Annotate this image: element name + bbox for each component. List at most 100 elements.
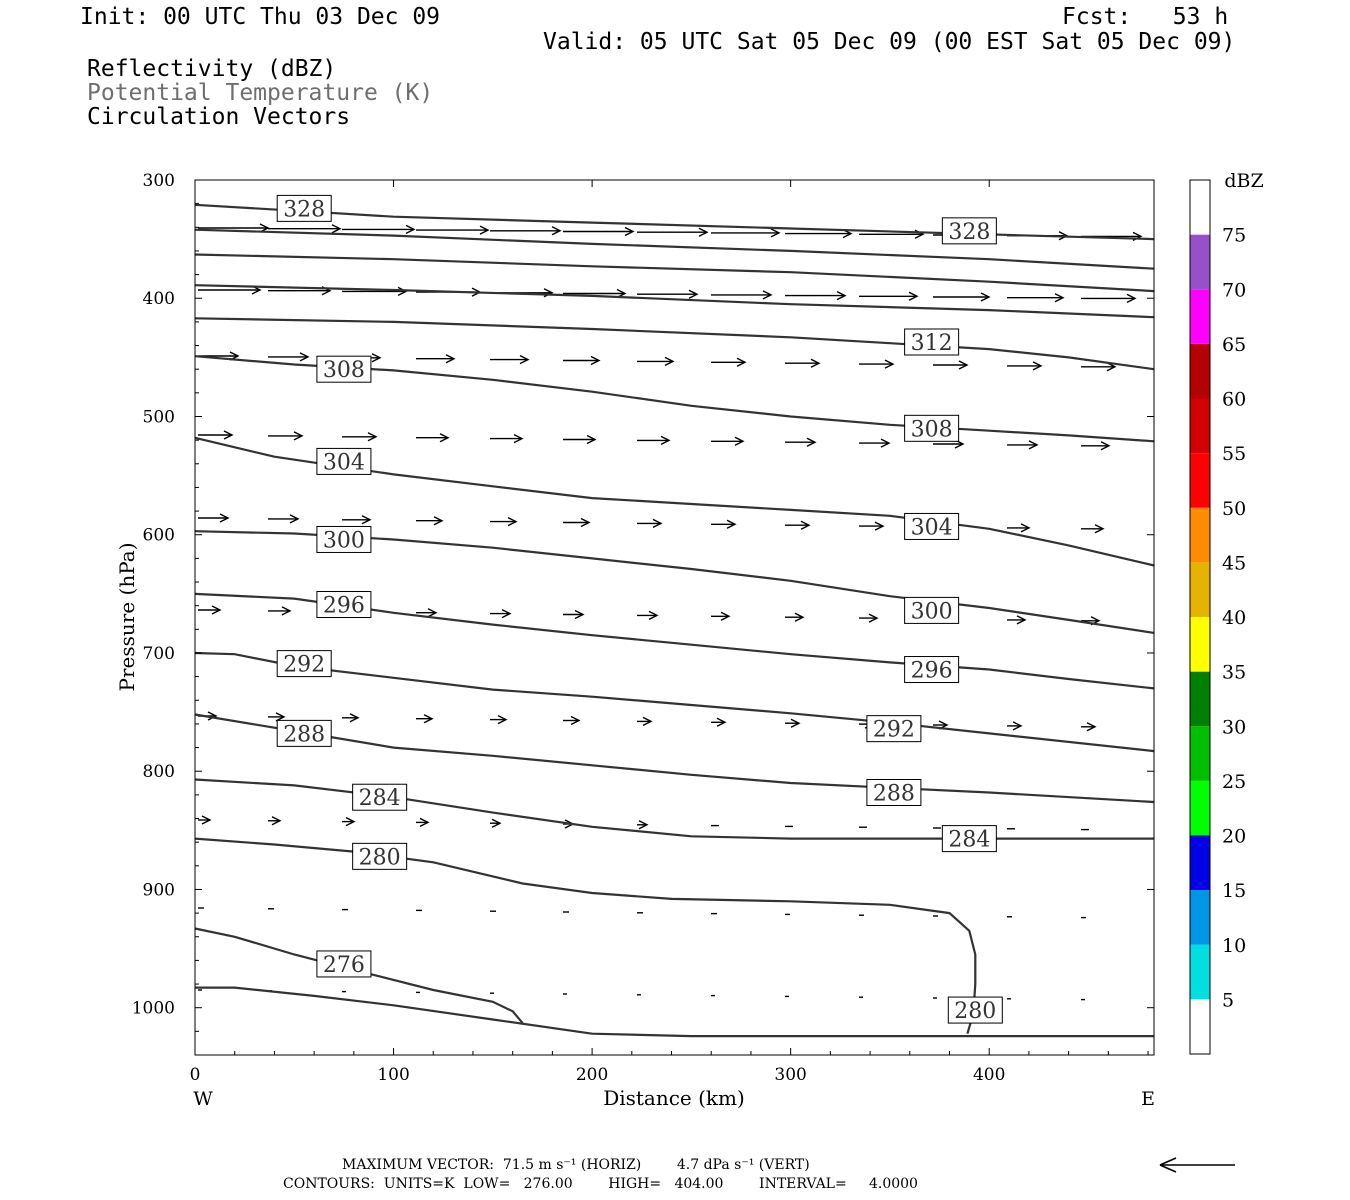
contour-label-box	[904, 328, 960, 356]
contour-label: 296	[323, 593, 365, 618]
circulation-vector-arrow	[490, 433, 524, 444]
vector-head	[361, 515, 372, 525]
vector-head	[207, 711, 218, 721]
vector-head	[868, 613, 879, 623]
colorbar-swatch	[1190, 343, 1210, 399]
circulation-vector-arrow	[563, 517, 591, 528]
circulation-vector-arrow	[563, 226, 635, 237]
contour-label: 300	[911, 599, 953, 624]
contour-label: 328	[283, 197, 325, 222]
y-axis-label: Pressure (hPa)	[115, 543, 139, 692]
contour-label: 276	[323, 953, 365, 978]
contour-label: 300	[323, 528, 365, 553]
colorbar-tick-label: 35	[1222, 662, 1246, 684]
contour-label-box	[904, 596, 960, 624]
circulation-vector-arrow	[490, 226, 562, 236]
circulation-vector-arrow	[637, 356, 675, 367]
vector-head	[405, 224, 416, 235]
circulation-vector-arrow	[490, 714, 508, 725]
circulation-vector-arrow	[1007, 440, 1039, 450]
circulation-vector-arrow	[711, 717, 727, 727]
theta-contours	[194, 203, 1155, 1038]
circulation-vector-arrow	[785, 718, 801, 728]
circulation-vector-arrow	[198, 605, 222, 615]
colorbar-swatch	[1190, 234, 1210, 290]
contour-label-box	[276, 650, 332, 678]
circulation-vector-arrow	[785, 612, 805, 622]
contour-label: 296	[911, 659, 953, 684]
circulation-vector-arrow	[198, 430, 234, 440]
contour-label-box	[941, 217, 997, 245]
circulation-vector-arrow	[268, 352, 310, 362]
circulation-vector-arrow	[637, 610, 659, 621]
contour-label: 304	[911, 515, 953, 540]
circulation-vector-arrow	[342, 713, 360, 723]
vector-head	[275, 712, 286, 722]
circulation-vector-arrow	[637, 820, 649, 830]
colorbar-swatch	[1190, 671, 1210, 727]
vector-head	[491, 818, 502, 828]
theta-contour-line	[194, 284, 1155, 319]
forecast-hour: Fcst: 53 h	[1062, 4, 1229, 30]
circulation-vector-arrow	[563, 609, 585, 620]
theta-contour-line	[194, 228, 1155, 270]
contour-labels: 328 328 312 308 308 304 304 300 300 296 296 292 292 2…	[276, 194, 1003, 1024]
legend-reflectivity: Reflectivity (dBZ)	[87, 56, 337, 82]
vector-head	[638, 820, 649, 830]
circulation-vector-arrow	[416, 817, 430, 828]
circulation-vector-arrow	[711, 357, 747, 367]
circulation-vector-arrow	[1081, 722, 1097, 732]
vector-head	[1126, 293, 1137, 304]
colorbar-frame	[1189, 179, 1211, 1055]
colorbar-tick-label: 5	[1222, 989, 1234, 1011]
theta-contour-line	[194, 837, 977, 1035]
contour-label-box	[316, 447, 372, 475]
vector-head	[884, 359, 895, 369]
colorbar-swatch	[1190, 617, 1210, 672]
contour-label-box	[352, 842, 408, 870]
colorbar-tick-label: 75	[1222, 225, 1246, 247]
circulation-vector-arrow	[785, 290, 847, 301]
vector-head	[331, 224, 342, 234]
vector-head	[770, 228, 781, 238]
contour-label: 308	[323, 358, 365, 383]
vector-head	[1032, 361, 1043, 371]
init-time: Init: 00 UTC Thu 03 Dec 09	[80, 4, 441, 30]
vector-head	[586, 434, 597, 445]
vector-head	[624, 226, 635, 237]
contour-label-box	[904, 656, 960, 684]
circulation-vector-arrow	[637, 716, 653, 727]
circulation-vector-arrow	[268, 514, 300, 524]
colorbar-swatch	[1190, 999, 1210, 1054]
circulation-vector-arrow	[198, 815, 212, 825]
colorbar-swatch	[1190, 890, 1210, 945]
y-tick-label: 600	[143, 526, 175, 546]
vector-head	[574, 609, 585, 620]
circulation-vector-arrow	[637, 227, 709, 237]
circulation-vector-arrow	[268, 606, 292, 616]
contour-label-box	[904, 414, 960, 442]
contour-label: 304	[323, 450, 365, 475]
vector-head	[479, 225, 490, 235]
vector-head	[570, 715, 581, 726]
y-tick-label: 1000	[132, 999, 175, 1019]
vector-head	[507, 516, 518, 527]
vector-head	[762, 290, 773, 300]
contour-label-box	[941, 825, 997, 853]
colorbar-units: dBZ	[1224, 170, 1263, 192]
vector-head	[652, 518, 663, 529]
theta-contour-line	[195, 986, 1154, 1038]
vector-head	[1054, 293, 1065, 303]
circulation-vector-arrow	[198, 513, 230, 523]
colorbar-swatch	[1190, 507, 1210, 563]
colorbar-tick-label: 45	[1222, 552, 1246, 574]
vector-head	[271, 816, 282, 826]
circulation-vector-arrow	[1007, 361, 1043, 371]
x-end-label-west: W	[193, 1088, 213, 1110]
circulation-vector-arrow	[933, 360, 969, 370]
vector-head	[958, 360, 969, 370]
vector-head	[794, 612, 805, 622]
vector-head	[908, 291, 919, 301]
circulation-vector-arrow	[859, 438, 891, 448]
vector-head	[211, 605, 222, 615]
